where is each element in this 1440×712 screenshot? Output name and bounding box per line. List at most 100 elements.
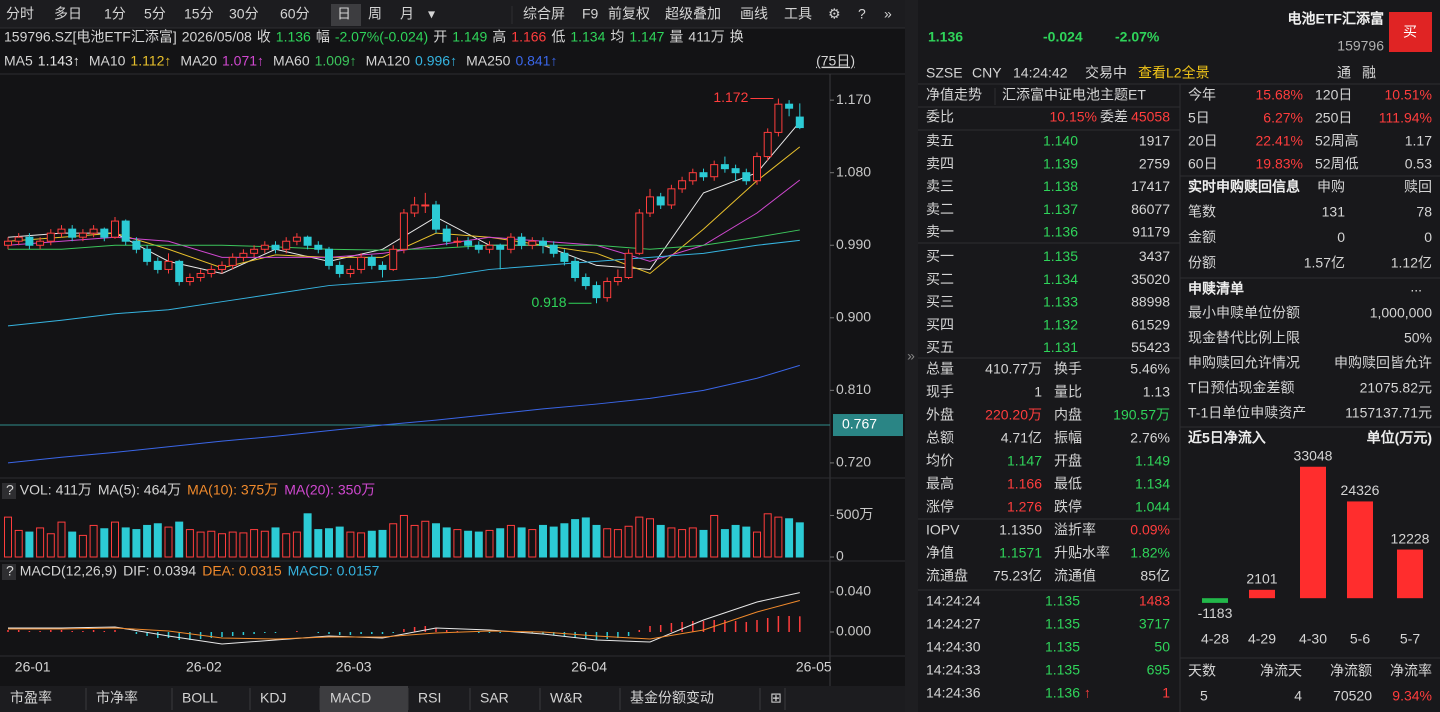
candle-body: [260, 244, 269, 250]
volume-bar: [271, 527, 280, 558]
perf-cell: 5日: [1188, 110, 1210, 126]
candle-body: [603, 281, 612, 299]
buy-label[interactable]: 买: [1403, 24, 1417, 40]
period-tab[interactable]: 周: [368, 6, 382, 22]
ma-legend-value: 1.071↑: [222, 53, 264, 69]
period-tab[interactable]: 5分: [144, 6, 166, 22]
candle-body: [282, 240, 291, 250]
candle-body: [581, 277, 590, 287]
tool-button[interactable]: ?: [858, 6, 866, 22]
active-tab-bg: [320, 686, 408, 712]
sub-cell: 金额: [1188, 229, 1216, 245]
tool-button[interactable]: »: [884, 6, 892, 22]
chart-unit: 单位(万元): [1367, 430, 1432, 446]
trade-cell: 14:24:36: [926, 685, 981, 701]
bottom-tab[interactable]: W&R: [550, 690, 583, 706]
macd-bar: [253, 632, 255, 634]
stat-cell: 2.76%: [1130, 430, 1170, 446]
candle-body: [250, 248, 259, 254]
inflow-label: 33048: [1294, 447, 1333, 463]
tool-button[interactable]: 超级叠加: [665, 6, 721, 22]
info-item: 均: [610, 29, 624, 45]
x-tick-label: 26-03: [336, 659, 372, 675]
volume-bar: [346, 531, 355, 558]
period-tab[interactable]: 月: [400, 6, 414, 22]
y-tick-label: 0.810: [836, 381, 871, 397]
candle-body: [185, 277, 194, 283]
macd-bar: [92, 630, 95, 632]
volume-bar: [688, 527, 697, 558]
period-tab[interactable]: 15分: [184, 6, 214, 22]
stat-cell: 溢折率: [1054, 522, 1096, 538]
volume-bar: [581, 517, 590, 558]
candle-body: [4, 240, 12, 246]
bottom-tab[interactable]: SAR: [480, 690, 509, 706]
fund-name: 电池ETF汇添富: [1288, 11, 1384, 27]
candle-body: [432, 204, 440, 230]
bottom-tab[interactable]: ⊞: [770, 690, 782, 706]
volume-bar: [485, 529, 494, 558]
period-tab[interactable]: 分时: [6, 6, 34, 22]
book-cell: 卖一: [926, 224, 954, 240]
tool-button[interactable]: 画线: [740, 6, 768, 22]
tool-button[interactable]: F9: [582, 6, 599, 22]
info-item: 159796.SZ[电池ETF汇添富]: [4, 29, 177, 45]
tool-button[interactable]: ⚙: [828, 6, 841, 22]
perf-cell: 22.41%: [1256, 133, 1303, 149]
period-tab[interactable]: 60分: [280, 6, 310, 22]
ma-legend-value: 1.009↑: [315, 53, 357, 69]
chart-title: 近5日净流入: [1188, 430, 1266, 446]
macd-bar: [317, 632, 320, 633]
ma-legend-value: 0.996↑: [415, 53, 457, 69]
period-tab[interactable]: ▾: [428, 6, 435, 22]
volume-bar: [517, 527, 526, 558]
stat-cell: 外盘: [926, 407, 954, 423]
buy-button[interactable]: [1389, 12, 1432, 52]
macd-bar: [734, 621, 737, 632]
macd-bar: [39, 631, 41, 632]
bottom-tab[interactable]: 市盈率: [10, 690, 52, 706]
x-tick-label: 5-6: [1350, 631, 1370, 647]
more-button[interactable]: ...: [1410, 279, 1422, 295]
stat-cell: 量比: [1054, 384, 1082, 400]
trade-cell: 695: [1147, 662, 1171, 678]
help-box: [2, 483, 16, 499]
tool-button[interactable]: 工具: [784, 6, 812, 22]
perf-cell: 111.94%: [1379, 110, 1432, 126]
macd-bar: [692, 621, 694, 632]
tool-button[interactable]: 综合屏: [523, 6, 565, 22]
stat-cell: 1.1571: [999, 545, 1042, 561]
info-item: 开: [433, 29, 447, 45]
tool-button[interactable]: 前复权: [608, 6, 650, 22]
volume-bar: [121, 527, 130, 558]
perf-cell: 1.17: [1405, 133, 1432, 149]
y-tick-label: 0: [836, 548, 844, 564]
bottom-tab[interactable]: RSI: [418, 690, 441, 706]
y-tick-label: 500万: [836, 506, 873, 522]
book-cell: 1.131: [1043, 339, 1078, 355]
volume-bar: [143, 524, 152, 558]
bottom-tab[interactable]: MACD: [330, 690, 371, 706]
volume-bar: [89, 524, 98, 558]
period-tab[interactable]: 1分: [104, 6, 126, 22]
summary-value: 9.34%: [1392, 688, 1432, 704]
candle-body: [678, 180, 687, 190]
candle-body: [485, 244, 494, 250]
period-tab[interactable]: 30分: [229, 6, 259, 22]
help-box: [2, 564, 16, 580]
volume-bar: [57, 521, 66, 558]
bottom-tab[interactable]: BOLL: [182, 690, 218, 706]
volume-bar: [613, 529, 622, 558]
period-tab[interactable]: 日: [337, 6, 351, 22]
volume-bar: [389, 523, 398, 558]
bottom-tab[interactable]: 市净率: [96, 690, 138, 706]
volume-bar: [453, 529, 462, 558]
volume-bar: [111, 521, 119, 558]
bottom-tab[interactable]: 基金份额变动: [630, 690, 714, 706]
volume-bar: [656, 524, 665, 558]
volume-bar: [432, 523, 440, 558]
inflow-label: 12228: [1391, 530, 1430, 546]
book-cell: 卖五: [926, 133, 954, 149]
period-tab[interactable]: 多日: [54, 6, 82, 22]
bottom-tab[interactable]: KDJ: [260, 690, 286, 706]
